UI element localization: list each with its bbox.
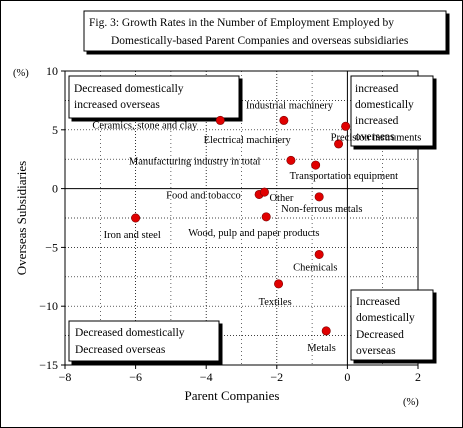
x-tick-label: −8 (59, 370, 72, 384)
quadrant-note-lower-right: Increased domestically Decreased oversea… (350, 289, 434, 361)
chart-title-box: Fig. 3: Growth Rates in the Number of Em… (83, 10, 447, 52)
quadrant-note-line: increased (355, 115, 399, 127)
quadrant-note-line: Decreased overseas (75, 344, 166, 356)
axes (65, 71, 418, 365)
chart-title-line-2: Domestically-based Parent Companies and … (111, 35, 409, 47)
data-point (286, 155, 296, 165)
data-point (341, 121, 351, 131)
y-tick-label: −5 (45, 240, 58, 254)
point-label: Ceramics, stone and clay (92, 120, 198, 131)
quadrant-note-box (350, 289, 434, 361)
point-label: Wood, pulp and paper products (188, 228, 319, 239)
point-label: Metals (307, 343, 336, 354)
point-label: Chemicals (293, 262, 337, 273)
data-point (279, 115, 289, 125)
point-label: Industrial machinery (246, 100, 334, 111)
data-point (131, 213, 141, 223)
data-point (215, 115, 225, 125)
data-point (334, 139, 344, 149)
data-point (314, 192, 324, 202)
quadrant-note-line: Decreased domestically (75, 327, 185, 339)
quadrant-note-line: Decreased domestically (74, 83, 184, 95)
quadrant-note-line: domestically (355, 99, 414, 111)
data-point (321, 326, 331, 336)
x-axis-title: Parent Companies (185, 388, 280, 403)
quadrant-note-line: Decreased (356, 329, 404, 341)
quadrant-note-box (350, 75, 434, 147)
title-box-rect (83, 10, 447, 52)
data-point (311, 160, 321, 170)
y-tick-label: −10 (39, 299, 58, 313)
point-label: Electrical machinery (204, 135, 292, 146)
quadrant-note-line: overseas (355, 131, 395, 143)
quadrant-note-line: overseas (356, 345, 396, 357)
chart-title-line-1: Fig. 3: Growth Rates in the Number of Em… (89, 17, 394, 29)
point-labels: Ceramics, stone and clay Industrial machi… (92, 100, 421, 354)
quadrant-note-lower-left: Decreased domestically Decreased oversea… (68, 320, 220, 362)
data-point (274, 279, 284, 289)
y-tick-label: −15 (39, 358, 58, 372)
y-axis-unit: (%) (13, 68, 29, 79)
data-point (259, 187, 269, 197)
x-tick-label: −4 (200, 370, 213, 384)
y-axis-title: Overseas Subsidiaries (14, 161, 29, 275)
quadrant-note-box (68, 75, 240, 119)
y-tick-label: 0 (52, 182, 58, 196)
point-label: Iron and steel (104, 230, 161, 241)
quadrant-note-upper-right: increased domestically increased oversea… (350, 75, 434, 147)
quadrant-note-upper-left: Decreased domestically increased oversea… (68, 75, 240, 119)
quadrant-note-box (68, 320, 220, 362)
quadrant-note-line: increased (355, 83, 399, 95)
x-tick-label: 0 (344, 370, 350, 384)
data-point (261, 212, 271, 222)
x-axis-unit: (%) (403, 397, 419, 408)
tick-labels: −8 −6 −4 −2 0 2 10 5 0 −5 −10 −15 (39, 64, 421, 384)
point-label: Transportation equipment (290, 171, 398, 182)
x-tick-label: 2 (415, 370, 421, 384)
point-label: Other (269, 193, 293, 204)
data-point (314, 249, 324, 259)
quadrant-note-line: Increased (356, 296, 400, 308)
point-label: Textiles (259, 297, 292, 308)
point-label: Manufacturing industry in total (129, 156, 261, 167)
y-tick-label: 10 (46, 64, 58, 78)
data-points (131, 115, 351, 336)
point-label: Non-ferrous metals (281, 204, 362, 215)
x-tick-label: −6 (129, 370, 142, 384)
x-tick-label: −2 (270, 370, 283, 384)
point-label: Precision instruments (331, 132, 422, 143)
y-tick-label: 5 (52, 123, 58, 137)
quadrant-note-line: increased overseas (74, 99, 160, 111)
point-label: Food and tobacco (166, 190, 241, 201)
quadrant-note-line: domestically (356, 312, 415, 324)
